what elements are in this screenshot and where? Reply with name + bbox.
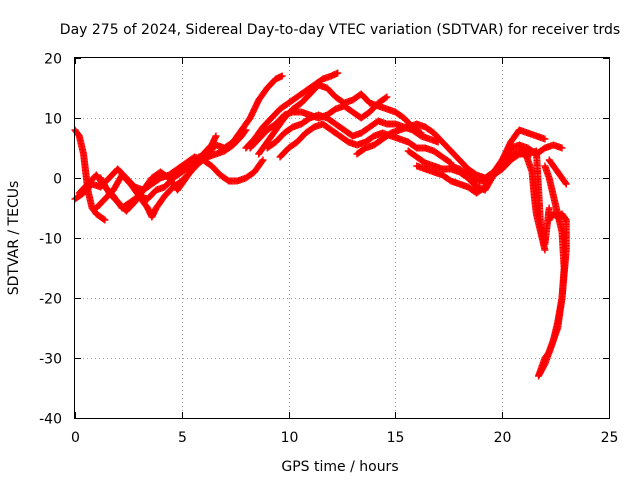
y-tick-label: -20 [39, 292, 62, 308]
series-track-5 [97, 132, 220, 215]
data-point [541, 135, 549, 143]
series-track-11 [353, 120, 549, 182]
series-track-1 [71, 126, 109, 224]
series-track-9 [263, 111, 442, 152]
data-point [546, 215, 554, 223]
data-point [541, 246, 549, 254]
data-point [101, 216, 109, 224]
data-point [545, 216, 553, 224]
y-tick-label: 0 [53, 172, 62, 188]
x-tick-labels: 0 5 10 15 20 25 [71, 430, 618, 446]
data-point [383, 93, 391, 101]
grid [75, 58, 609, 418]
x-tick-label: 25 [601, 430, 619, 446]
data-point [278, 72, 286, 80]
data-point [561, 179, 569, 187]
data-point [258, 157, 266, 165]
series-track-15 [520, 144, 549, 254]
data-point [212, 132, 220, 140]
data-point [562, 180, 570, 188]
chart-title: Day 275 of 2024, Sidereal Day-to-day VTE… [60, 22, 620, 38]
x-axis-label: GPS time / hours [281, 459, 398, 475]
data-point [259, 156, 267, 164]
data-point [545, 204, 553, 212]
data-points [71, 69, 570, 380]
y-tick-label: 10 [44, 112, 62, 128]
series-track-10 [276, 120, 455, 167]
data-point [558, 144, 566, 152]
x-tick-label: 10 [281, 430, 299, 446]
y-tick-label: 20 [44, 52, 62, 68]
data-point [334, 69, 342, 77]
y-axis-label: SDTVAR / TECUs [6, 181, 22, 296]
x-tick-label: 0 [71, 430, 80, 446]
y-tick-labels: 20 10 0 -10 -20 -30 -40 [39, 52, 62, 428]
y-tick-label: -30 [39, 352, 62, 368]
data-point [242, 126, 250, 134]
y-tick-label: -10 [39, 232, 62, 248]
series-track-16 [535, 162, 570, 380]
series-track-17 [545, 156, 570, 188]
data-point [382, 94, 390, 102]
data-point [446, 158, 454, 166]
plot-frame [74, 57, 610, 419]
data-point [100, 215, 108, 223]
data-point [241, 127, 249, 135]
x-tick-label: 15 [387, 430, 405, 446]
y-tick-label: -40 [39, 412, 62, 428]
axis-ticks [75, 58, 610, 419]
x-tick-label: 5 [178, 430, 187, 446]
x-tick-label: 20 [494, 430, 512, 446]
